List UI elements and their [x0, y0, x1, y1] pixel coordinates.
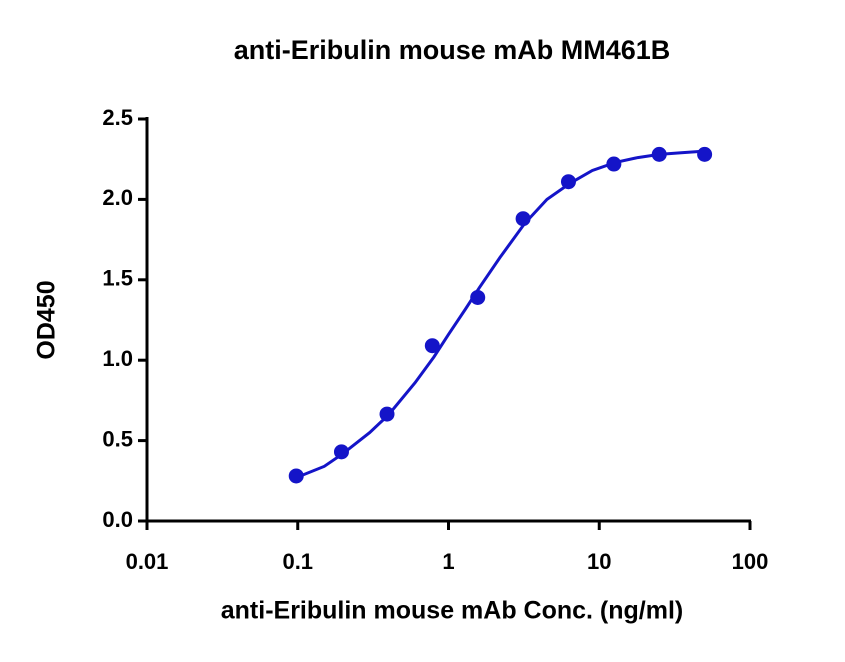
data-point [470, 289, 486, 305]
data-point [697, 146, 713, 162]
fit-curve [295, 149, 705, 479]
data-point [288, 468, 304, 484]
x-axis-label: anti-Eribulin mouse mAb Conc. (ng/ml) [221, 597, 684, 625]
y-tick-label: 2.0 [102, 185, 133, 210]
data-point [333, 444, 349, 460]
data-point [606, 156, 622, 172]
data-point [651, 146, 667, 162]
data-point [379, 406, 395, 422]
chart-title: anti-Eribulin mouse mAb MM461B [234, 35, 671, 65]
x-tick-label: 0.01 [126, 549, 169, 574]
y-axis-label: OD450 [33, 280, 61, 359]
y-tick-label: 1.5 [102, 266, 133, 291]
y-tick-label: 2.5 [102, 105, 133, 130]
x-tick-label: 0.1 [282, 549, 313, 574]
data-point [424, 338, 440, 354]
x-tick-label: 100 [732, 549, 769, 574]
x-tick-label: 10 [587, 549, 611, 574]
data-point [515, 211, 531, 227]
y-tick-label: 0.0 [102, 507, 133, 532]
data-point [560, 174, 576, 190]
x-tick-label: 1 [442, 549, 454, 574]
y-tick-label: 1.0 [102, 346, 133, 371]
y-tick-label: 0.5 [102, 426, 133, 451]
